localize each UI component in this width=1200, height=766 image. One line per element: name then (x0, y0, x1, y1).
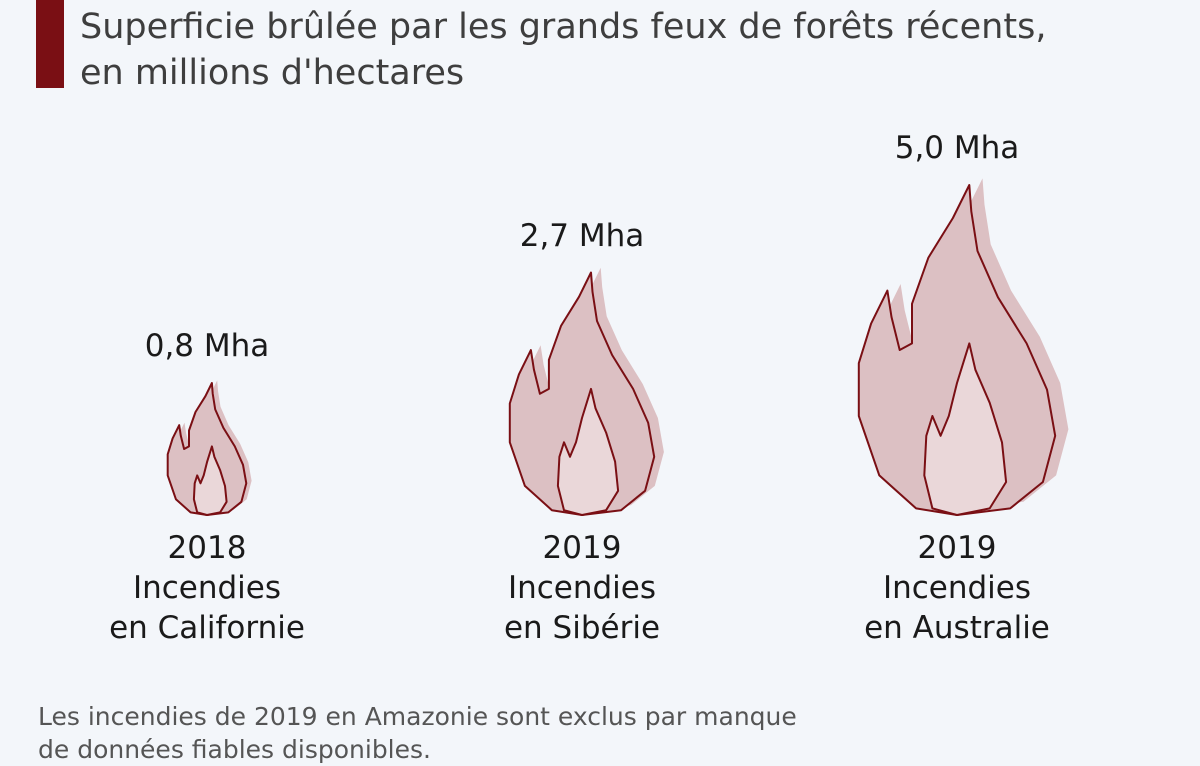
title-accent-bar (36, 0, 64, 88)
value-label-3: 5,0 Mha (894, 130, 1020, 166)
flame-outer (166, 382, 248, 516)
value-label-1: 0,8 Mha (144, 328, 270, 364)
flame-inner (192, 445, 228, 516)
category-label-3-line-3: en Australie (864, 610, 1050, 646)
footnote: Les incendies de 2019 en Amazonie sont e… (38, 700, 938, 766)
chart-title-line-1: Superficie brûlée par les grands feux de… (80, 7, 1047, 47)
footnote-line-2: de données fiables disponibles. (38, 735, 431, 764)
chart-title-line-2: en millions d'hectares (80, 53, 465, 93)
flame-mark-2 (508, 267, 664, 516)
footnote-line-1: Les incendies de 2019 en Amazonie sont e… (38, 702, 797, 731)
category-label-1: 2018 Incendies en Californie (57, 528, 357, 648)
category-label-1-line-2: Incendies (132, 570, 282, 606)
category-label-2: 2019 Incendies en Sibérie (432, 528, 732, 648)
flame-mark-1 (166, 380, 252, 516)
flame-inner (923, 342, 1008, 516)
category-label-3-line-1: 2019 (917, 530, 997, 566)
flame-mark-3 (857, 178, 1069, 516)
category-label-1-line-3: en Californie (109, 610, 305, 646)
flame-inner (556, 387, 620, 516)
flame-outer (857, 184, 1057, 516)
category-label-2-line-3: en Sibérie (503, 610, 661, 646)
category-label-2-line-2: Incendies (507, 570, 657, 606)
chart-title: Superficie brûlée par les grands feux de… (80, 4, 1180, 96)
flame-outer (508, 271, 656, 516)
category-label-1-line-1: 2018 (167, 530, 247, 566)
category-label-2-line-1: 2019 (542, 530, 622, 566)
value-label-2: 2,7 Mha (519, 217, 645, 254)
category-label-3-line-2: Incendies (882, 570, 1032, 606)
category-label-3: 2019 Incendies en Australie (807, 528, 1107, 648)
